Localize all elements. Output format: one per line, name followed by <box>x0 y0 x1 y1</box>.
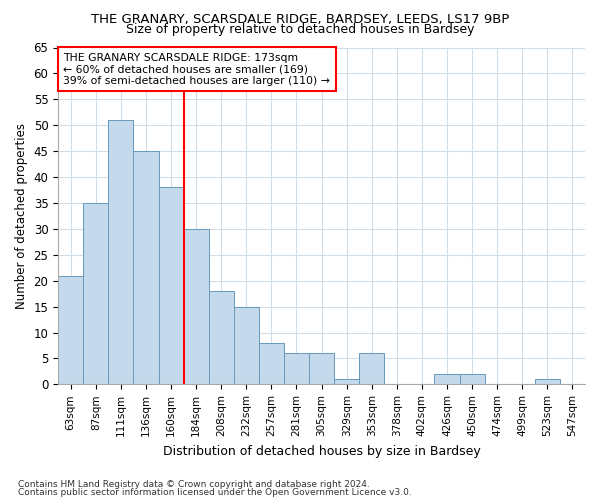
Text: THE GRANARY, SCARSDALE RIDGE, BARDSEY, LEEDS, LS17 9BP: THE GRANARY, SCARSDALE RIDGE, BARDSEY, L… <box>91 12 509 26</box>
Bar <box>58 276 83 384</box>
Bar <box>109 120 133 384</box>
Text: THE GRANARY SCARSDALE RIDGE: 173sqm
← 60% of detached houses are smaller (169)
3: THE GRANARY SCARSDALE RIDGE: 173sqm ← 60… <box>64 52 330 86</box>
Bar <box>184 229 209 384</box>
X-axis label: Distribution of detached houses by size in Bardsey: Distribution of detached houses by size … <box>163 444 481 458</box>
Bar <box>359 353 384 384</box>
Text: Size of property relative to detached houses in Bardsey: Size of property relative to detached ho… <box>126 24 474 36</box>
Text: Contains HM Land Registry data © Crown copyright and database right 2024.: Contains HM Land Registry data © Crown c… <box>18 480 370 489</box>
Y-axis label: Number of detached properties: Number of detached properties <box>15 123 28 309</box>
Bar <box>309 353 334 384</box>
Bar <box>334 379 359 384</box>
Bar <box>434 374 460 384</box>
Bar <box>83 203 109 384</box>
Bar <box>234 306 259 384</box>
Text: Contains public sector information licensed under the Open Government Licence v3: Contains public sector information licen… <box>18 488 412 497</box>
Bar <box>259 343 284 384</box>
Bar <box>133 151 158 384</box>
Bar <box>158 188 184 384</box>
Bar <box>209 291 234 384</box>
Bar <box>284 353 309 384</box>
Bar <box>535 379 560 384</box>
Bar <box>460 374 485 384</box>
